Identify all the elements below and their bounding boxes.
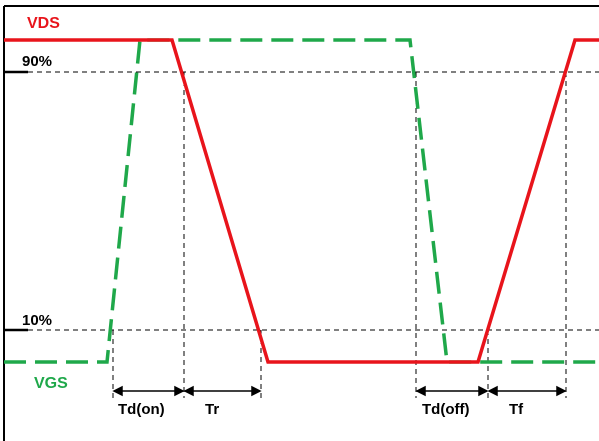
tf-arrow	[487, 385, 567, 397]
td-on-arrow	[112, 385, 185, 397]
vds-waveform	[4, 38, 599, 364]
vgs-label: VGS	[34, 375, 68, 392]
tr-arrow	[183, 385, 262, 397]
level-10-label: 10%	[22, 312, 52, 329]
td-off-arrow	[415, 385, 489, 397]
vds-label: VDS	[27, 15, 60, 32]
tr-label: Tr	[205, 401, 219, 418]
vgs-waveform	[4, 38, 599, 364]
timing-guides	[112, 72, 567, 398]
td-on-label: Td(on)	[118, 401, 165, 418]
level-90-label: 90%	[22, 53, 52, 70]
td-off-label: Td(off)	[422, 401, 469, 418]
tf-label: Tf	[509, 401, 524, 418]
interval-arrows	[112, 385, 567, 397]
